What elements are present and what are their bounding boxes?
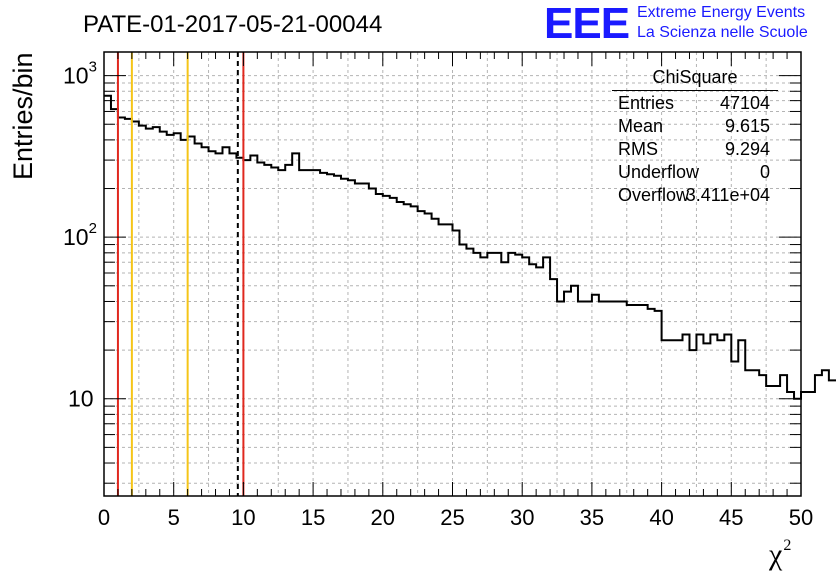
y-tick-base: 10 bbox=[63, 63, 89, 89]
stats-value: 9.294 bbox=[724, 139, 770, 159]
y-tick-label: 102 bbox=[63, 220, 97, 250]
stats-label: Underflow bbox=[618, 162, 700, 182]
x-tick-label: 30 bbox=[510, 505, 534, 530]
run-title: PATE-01-2017-05-21-00044 bbox=[83, 11, 383, 38]
y-axis-label: Entries/bin bbox=[8, 52, 38, 180]
x-axis-label-symbol: χ bbox=[769, 538, 783, 571]
histogram-series bbox=[104, 94, 836, 400]
x-tick-label: 10 bbox=[231, 505, 255, 530]
x-tick-label: 0 bbox=[98, 505, 110, 530]
stats-row-underflow: Underflow 0 bbox=[618, 162, 770, 184]
stats-row-entries: Entries 47104 bbox=[618, 93, 770, 115]
stats-row-overflow: Overflow 3.411e+04 bbox=[618, 185, 770, 207]
y-tick-label: 103 bbox=[63, 59, 97, 89]
stats-label: RMS bbox=[618, 139, 658, 159]
stats-row-rms: RMS 9.294 bbox=[618, 139, 770, 161]
x-tick-label: 5 bbox=[168, 505, 180, 530]
y-tick-base: 10 bbox=[68, 386, 94, 412]
stats-box: ChiSquare Entries 47104 Mean 9.615 RMS 9… bbox=[612, 67, 778, 212]
x-tick-label: 20 bbox=[371, 505, 395, 530]
stats-label: Mean bbox=[618, 116, 664, 136]
stats-label: Overflow bbox=[618, 185, 690, 205]
x-axis-label-superscript: 2 bbox=[783, 537, 792, 554]
stats-divider bbox=[612, 90, 778, 91]
x-axis-label: χ2 bbox=[769, 537, 791, 572]
y-tick-label: 10 bbox=[68, 386, 94, 412]
eee-logo: EEE bbox=[544, 0, 630, 48]
stats-value: 3.411e+04 bbox=[685, 185, 770, 205]
y-tick-exponent: 3 bbox=[89, 59, 97, 76]
stats-row-mean: Mean 9.615 bbox=[618, 116, 770, 138]
x-tick-label: 25 bbox=[440, 505, 464, 530]
x-tick-label: 35 bbox=[580, 505, 604, 530]
x-tick-label: 15 bbox=[301, 505, 325, 530]
logo-subtitle-1: Extreme Energy Events bbox=[637, 4, 806, 21]
stats-title: ChiSquare bbox=[652, 67, 738, 87]
x-tick-label: 45 bbox=[719, 505, 743, 530]
y-tick-exponent: 2 bbox=[89, 220, 97, 237]
stats-value: 0 bbox=[759, 162, 770, 182]
y-tick-base: 10 bbox=[63, 224, 89, 250]
stats-label: Entries bbox=[618, 93, 675, 113]
logo-subtitle-2: La Scienza nelle Scuole bbox=[637, 24, 808, 41]
stats-value: 9.615 bbox=[724, 116, 770, 136]
x-tick-label: 40 bbox=[649, 505, 673, 530]
x-tick-label: 50 bbox=[789, 505, 813, 530]
stats-value: 47104 bbox=[719, 93, 770, 113]
